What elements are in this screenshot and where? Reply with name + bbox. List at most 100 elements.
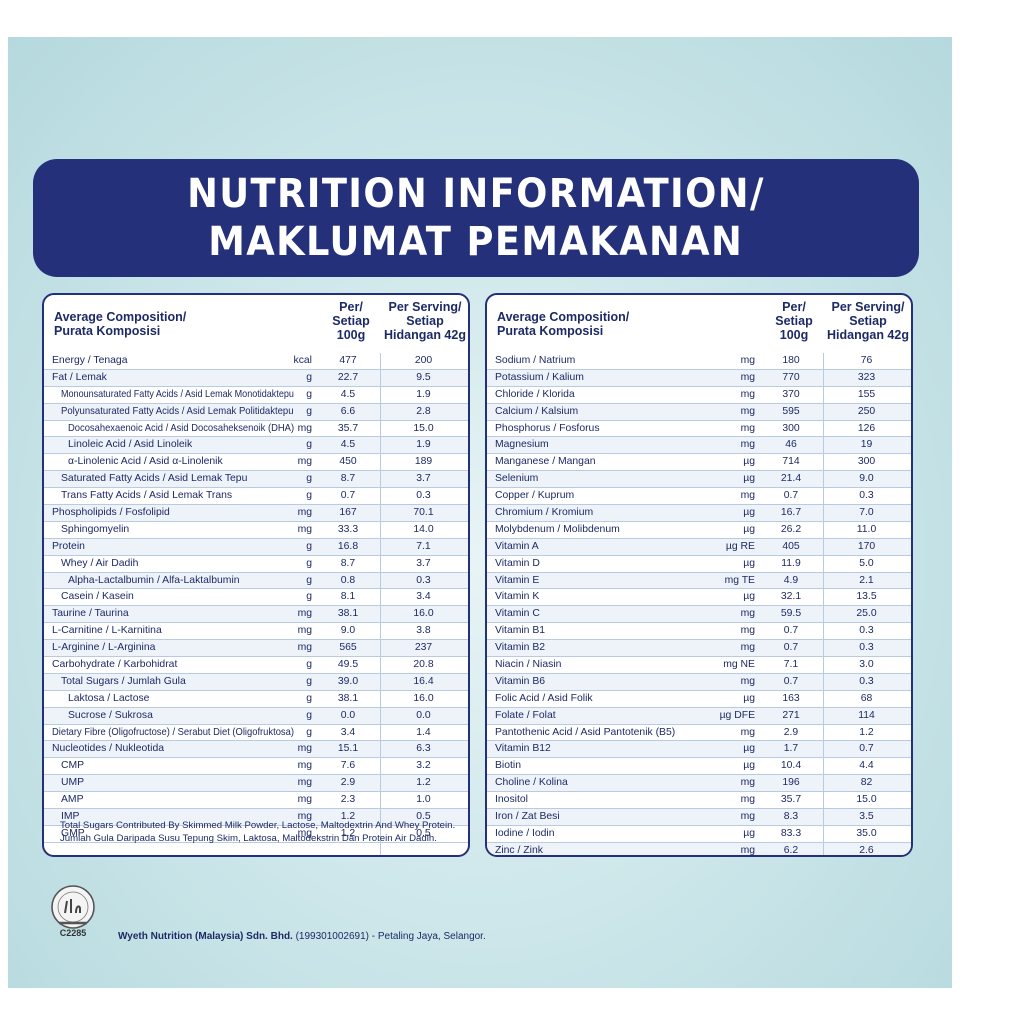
value-per-serving: 250: [857, 405, 876, 417]
table-row: α-Linolenic Acid / Asid α-Linolenik mg 450…: [44, 454, 468, 472]
value-per-100g: 0.7: [783, 675, 799, 687]
value-per-serving: 16.0: [413, 692, 434, 704]
value-per-100g: 11.9: [781, 557, 801, 569]
table-row: Folate / Folat µg DFE 271 114: [487, 707, 911, 725]
value-per-100g: 0.8: [340, 574, 356, 586]
table-row: Total Sugars / Jumlah Gula g 39.0 16.4: [44, 673, 468, 691]
value-per-100g: 180: [782, 355, 800, 366]
value-per-serving: 0.3: [416, 574, 431, 586]
table-row: Folic Acid / Asid Folik µg 163 68: [487, 691, 911, 708]
nutrient-unit: mg: [740, 794, 755, 806]
nutrient-label: Casein / Kasein: [61, 591, 134, 603]
value-per-100g: 26.2: [780, 523, 802, 535]
value-per-serving: 114: [858, 709, 875, 721]
nutrient-unit: mg: [740, 777, 755, 789]
table-row: Vitamin B6 mg 0.7 0.3: [487, 673, 911, 691]
value-per-100g: 15.1: [337, 743, 359, 755]
value-per-100g: 6.2: [783, 844, 799, 856]
value-per-serving: 3.5: [859, 811, 874, 823]
table-rows-right: Sodium / Natrium mg 180 76 Potassium / Kaliu…: [487, 353, 911, 856]
nutrient-unit: mg: [740, 490, 755, 502]
nutrient-label: Vitamin B6: [495, 675, 546, 687]
table-row: Whey / Air Dadih g 8.7 3.7: [44, 556, 468, 573]
table-header: Average Composition/ Purata Komposisi Pe…: [487, 295, 911, 353]
table-rows-left: Energy / Tenaga kcal 477 200 Fat / Lemak g 22.…: [44, 353, 468, 843]
value-per-100g: 21.4: [780, 473, 802, 485]
value-per-serving: 16.4: [413, 675, 434, 687]
sugar-note-ms: Jumlah Gula Daripada Susu Tepung Skim, L…: [60, 833, 437, 844]
value-per-serving: 189: [414, 456, 433, 468]
value-per-serving: 13.5: [856, 591, 877, 603]
value-per-100g: 714: [782, 456, 800, 468]
table-row: Linoleic Acid / Asid Linoleik g 4.5 1.9: [44, 437, 468, 455]
table-row: Monounsaturated Fatty Acids / Asid Lemak…: [44, 387, 468, 404]
table-row: Energy / Tenaga kcal 477 200: [44, 353, 468, 370]
nutrient-unit: g: [306, 709, 312, 721]
nutrient-unit: µg: [743, 456, 755, 468]
value-per-serving: 0.0: [416, 709, 431, 721]
nutrient-unit: mg: [297, 422, 312, 434]
nutrient-unit: mg: [297, 827, 312, 839]
value-per-100g: 4.5: [340, 388, 356, 400]
manufacturer-footer: Wyeth Nutrition (Malaysia) Sdn. Bhd. (19…: [118, 931, 486, 942]
nutrient-unit: µg: [743, 692, 755, 704]
nutrient-label: Taurine / Taurina: [52, 608, 129, 620]
value-per-100g: 8.1: [340, 591, 356, 603]
company-details: (199301002691) - Petaling Jaya, Selangor…: [292, 931, 486, 942]
nutrient-label: Vitamin B1: [495, 625, 546, 637]
header-per-serving: Per Serving/ Setiap Hidangan 42g: [384, 300, 466, 342]
nutrient-unit: g: [306, 371, 312, 383]
value-per-serving: 0.7: [859, 743, 874, 755]
value-per-100g: 8.7: [340, 557, 356, 569]
nutrient-unit: µg DFE: [719, 709, 755, 721]
value-per-100g: 770: [782, 371, 800, 383]
value-per-serving: 19: [860, 439, 873, 451]
value-per-serving: 323: [857, 371, 876, 383]
nutrient-label: Vitamin K: [495, 591, 540, 603]
value-per-serving: 7.0: [859, 507, 874, 519]
table-row: Calcium / Kalsium mg 595 250: [487, 403, 911, 421]
value-per-100g: 16.8: [337, 540, 359, 552]
nutrient-unit: mg NE: [723, 659, 755, 671]
table-row: Sucrose / Sukrosa g 0.0 0.0: [44, 707, 468, 725]
value-per-serving: 5.0: [859, 557, 874, 569]
nutrient-unit: g: [306, 675, 312, 687]
nutrient-unit: mg: [740, 625, 755, 637]
nutrient-unit: mg TE: [724, 574, 755, 586]
nutrient-unit: mg: [740, 422, 755, 434]
nutrient-label: Phospholipids / Fosfolipid: [52, 507, 170, 519]
value-per-100g: 8.7: [340, 473, 356, 485]
value-per-100g: 10.4: [780, 760, 802, 772]
value-per-serving: 14.0: [413, 523, 434, 535]
table-row: Vitamin A µg RE 405 170: [487, 538, 911, 556]
nutrient-label: Choline / Kolina: [495, 777, 568, 789]
table-row: Potassium / Kalium mg 770 323: [487, 369, 911, 387]
value-per-100g: 0.7: [783, 642, 799, 654]
nutrient-unit: mg: [297, 743, 312, 755]
value-per-serving: 3.7: [416, 557, 431, 569]
value-per-serving: 300: [857, 456, 876, 468]
nutrient-label: Iodine / Iodin: [495, 827, 555, 839]
nutrient-label: Monounsaturated Fatty Acids / Asid Lemak…: [61, 388, 294, 400]
nutrient-unit: mg: [740, 608, 755, 620]
header-per-100g: Per/ Setiap 100g: [332, 300, 370, 342]
nutrient-label: Whey / Air Dadih: [61, 557, 139, 569]
value-per-100g: 167: [339, 507, 357, 519]
nutrient-label: Vitamin E: [495, 574, 540, 586]
value-per-100g: 370: [782, 388, 800, 400]
nutrient-label: Folic Acid / Asid Folik: [495, 692, 593, 704]
header-composition: Average Composition/ Purata Komposisi: [54, 310, 187, 338]
value-per-serving: 0.3: [859, 490, 874, 502]
header-per-serving: Per Serving/ Setiap Hidangan 42g: [827, 300, 909, 342]
table-row: Laktosa / Lactose g 38.1 16.0: [44, 691, 468, 708]
nutrient-unit: kcal: [293, 355, 312, 366]
value-per-serving: 16.0: [413, 608, 434, 620]
nutrient-label: Total Sugars / Jumlah Gula: [61, 675, 186, 687]
nutrient-label: Vitamin A: [495, 540, 539, 552]
nutrient-label: Chromium / Kromium: [495, 507, 594, 519]
nutrient-label: Vitamin D: [495, 557, 540, 569]
table-row: Docosahexaenoic Acid / Asid Docosaheksen…: [44, 421, 468, 438]
halal-code: C2285: [59, 928, 87, 938]
nutrient-label: Carbohydrate / Karbohidrat: [52, 659, 178, 671]
value-per-100g: 39.0: [337, 675, 359, 687]
